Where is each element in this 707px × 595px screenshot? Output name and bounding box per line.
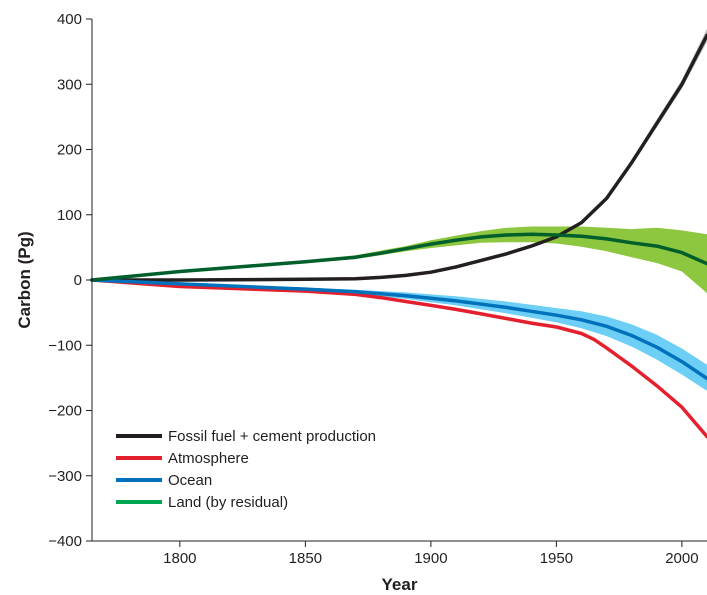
legend: Fossil fuel + cement production Atmospher… [116, 428, 376, 511]
y-axis-title: Carbon (Pg) [15, 231, 34, 328]
y-axis-ticks: 400 300 200 100 0 −100 −200 −300 −400 [48, 11, 92, 550]
y-tick-label: −100 [48, 337, 82, 354]
x-tick-label: 1850 [289, 550, 322, 567]
land-by-residual-uncertainty-band [92, 226, 707, 294]
y-tick-label: 0 [74, 272, 82, 289]
atmosphere-line [90, 278, 707, 439]
land-by-residual-line [90, 232, 707, 282]
series-lines [90, 33, 707, 439]
ocean-uncertainty-band [92, 280, 707, 391]
y-tick-label: −400 [48, 533, 82, 550]
legend-label: Land (by residual) [168, 494, 288, 511]
x-tick-label: 1950 [540, 550, 573, 567]
x-axis-ticks: 1800 1850 1900 1950 2000 [163, 541, 699, 567]
x-tick-label: 1800 [163, 550, 196, 567]
y-tick-label: 300 [57, 76, 82, 93]
x-axis-title: Year [382, 575, 418, 594]
x-tick-label: 1900 [414, 550, 447, 567]
fossil-fuel-cement-production-line [90, 33, 707, 282]
uncertainty-bands [92, 28, 707, 391]
legend-label: Fossil fuel + cement production [168, 428, 376, 445]
ocean-line [90, 278, 707, 381]
y-tick-label: 400 [57, 11, 82, 28]
y-tick-label: −200 [48, 403, 82, 420]
legend-label: Ocean [168, 472, 212, 489]
x-tick-label: 2000 [665, 550, 698, 567]
y-tick-label: −300 [48, 468, 82, 485]
y-tick-label: 200 [57, 142, 82, 159]
legend-label: Atmosphere [168, 450, 249, 467]
y-tick-label: 100 [57, 207, 82, 224]
